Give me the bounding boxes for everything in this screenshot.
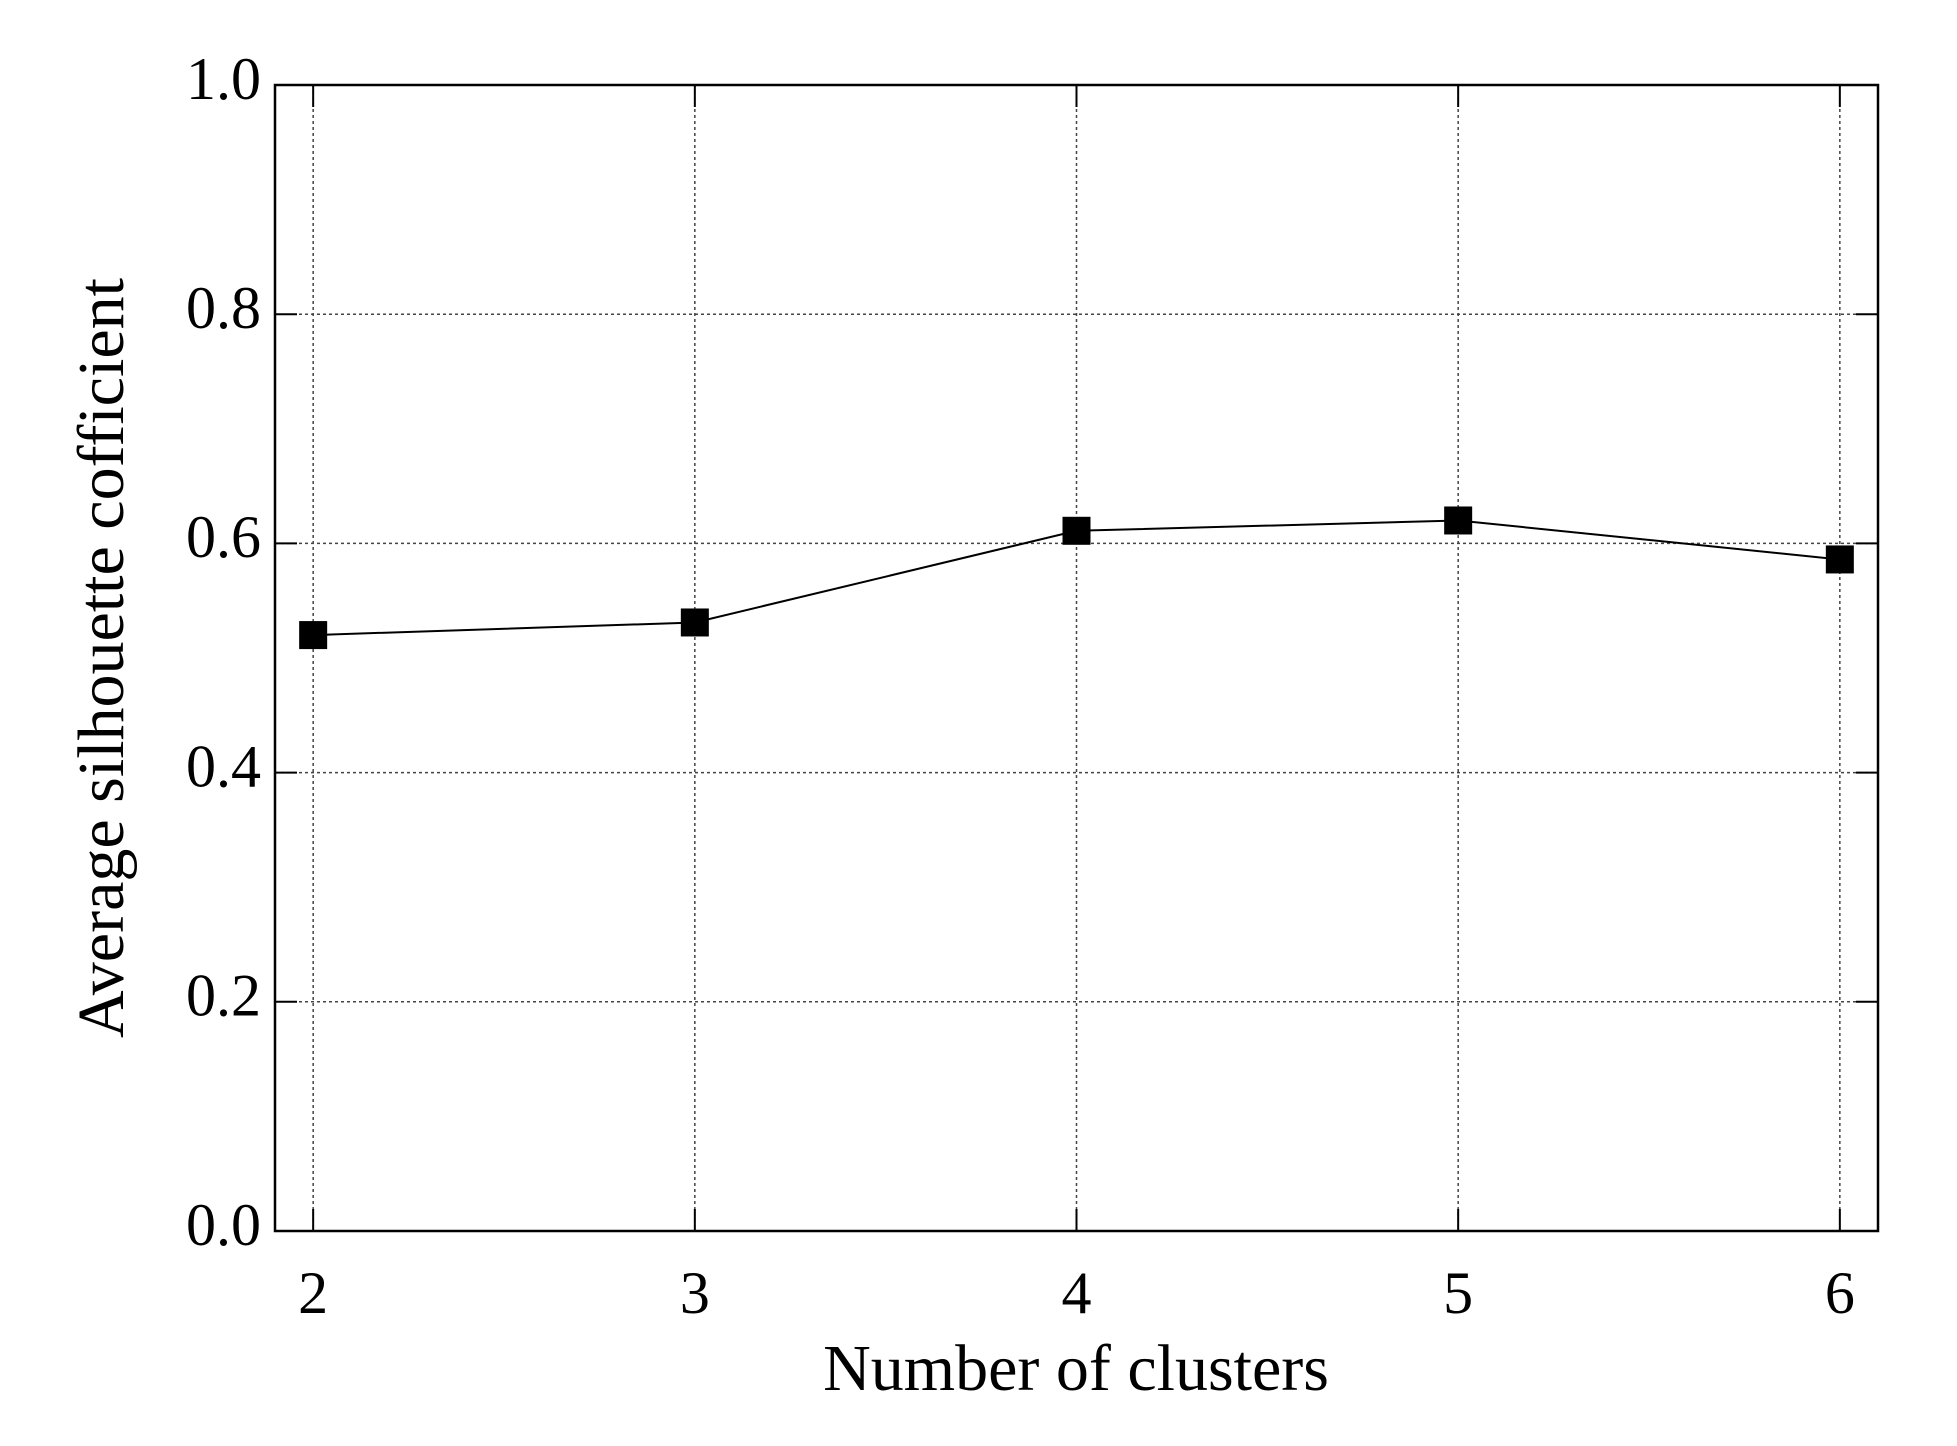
y-tick-label: 0.4 — [186, 733, 261, 799]
x-tick-label: 2 — [298, 1260, 328, 1326]
x-tick-label: 6 — [1825, 1260, 1855, 1326]
marker — [680, 608, 709, 637]
x-tick-label: 5 — [1443, 1260, 1473, 1326]
x-axis-label: Number of clusters — [823, 1332, 1329, 1405]
marker — [299, 621, 328, 650]
y-tick-label: 0.8 — [186, 275, 261, 341]
marker — [1444, 506, 1473, 535]
plot-frame — [273, 83, 1880, 1233]
y-tick-label: 0.2 — [186, 963, 261, 1029]
x-tick-label: 3 — [680, 1260, 710, 1326]
y-tick-label: 0.0 — [186, 1192, 261, 1258]
y-tick-label: 0.6 — [186, 504, 261, 570]
y-tick-label: 1.0 — [186, 46, 261, 112]
x-tick-label: 4 — [1062, 1260, 1092, 1326]
marker — [1825, 545, 1854, 574]
marker — [1062, 516, 1091, 545]
y-axis-label: Average silhouette cofficient — [65, 278, 138, 1038]
